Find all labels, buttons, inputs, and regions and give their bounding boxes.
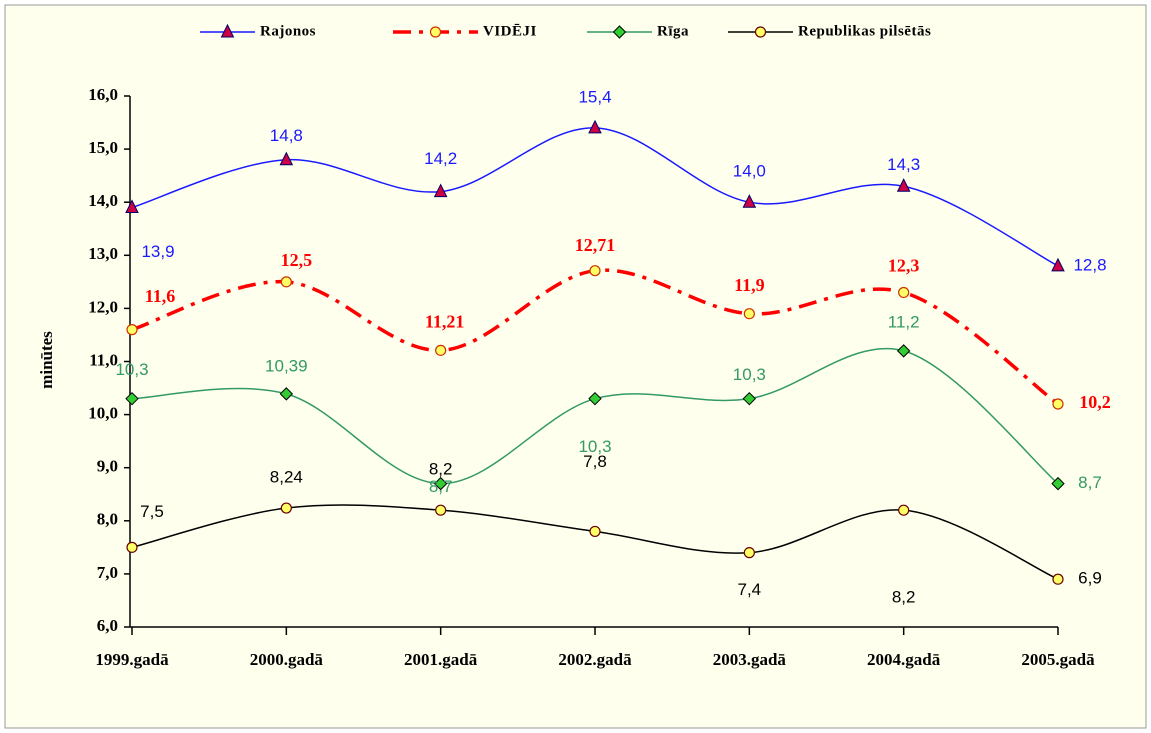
data-label: 8,7 xyxy=(1078,473,1102,492)
legend-label: Rajonos xyxy=(260,23,316,39)
data-point xyxy=(280,276,292,288)
data-label: 10,3 xyxy=(115,360,148,379)
x-tick-label: 2004.gadā xyxy=(867,650,941,669)
data-point xyxy=(743,308,755,320)
legend-marker xyxy=(612,25,627,39)
legend-marker xyxy=(429,26,442,38)
data-point xyxy=(742,391,757,406)
y-tick-label: 10,0 xyxy=(88,404,118,423)
y-tick-label: 7,0 xyxy=(97,563,118,582)
x-tick-label: 2002.gadā xyxy=(558,650,632,669)
data-point xyxy=(126,541,138,553)
legend-label: VIDĒJI xyxy=(483,23,537,39)
y-axis-label: minūtes xyxy=(37,331,56,389)
data-point xyxy=(898,286,910,299)
data-label: 8,24 xyxy=(270,468,303,487)
data-label: 11,9 xyxy=(734,275,765,295)
data-point xyxy=(1051,257,1065,272)
data-label: 10,3 xyxy=(578,437,611,456)
x-tick-label: 2003.gadā xyxy=(713,650,787,669)
data-label: 10,39 xyxy=(265,356,308,375)
data-point xyxy=(588,119,602,134)
data-point xyxy=(125,391,139,406)
data-label: 8,2 xyxy=(429,460,453,479)
data-point xyxy=(435,344,447,356)
y-tick-label: 11,0 xyxy=(89,350,118,369)
data-point xyxy=(898,504,910,516)
y-tick-label: 13,0 xyxy=(88,244,118,263)
data-point xyxy=(279,151,294,166)
data-point xyxy=(1051,476,1065,491)
data-point xyxy=(1052,398,1064,410)
data-label: 12,5 xyxy=(281,250,313,270)
data-label: 10,2 xyxy=(1079,392,1111,412)
data-label: 12,71 xyxy=(575,235,616,255)
data-point xyxy=(589,265,601,277)
data-point xyxy=(742,194,757,208)
legend-marker xyxy=(754,26,767,38)
data-point xyxy=(435,504,447,516)
data-point xyxy=(1052,573,1064,585)
x-tick-label: 2005.gadā xyxy=(1021,650,1095,669)
y-tick-label: 14,0 xyxy=(88,191,118,210)
data-label: 8,7 xyxy=(429,477,453,496)
x-tick-label: 2001.gadā xyxy=(404,650,478,669)
data-label: 14,2 xyxy=(424,149,457,168)
data-label: 7,8 xyxy=(583,452,607,471)
legend-label: Republikas pilsētās xyxy=(798,23,931,39)
y-tick-label: 16,0 xyxy=(88,85,118,104)
data-point xyxy=(896,178,911,192)
y-tick-label: 12,0 xyxy=(88,297,118,316)
data-label: 11,6 xyxy=(145,286,176,306)
data-label: 12,3 xyxy=(888,256,920,276)
data-point xyxy=(125,199,139,214)
data-point xyxy=(279,387,294,401)
y-tick-label: 9,0 xyxy=(97,457,118,476)
data-label: 7,5 xyxy=(140,502,164,521)
data-label: 12,8 xyxy=(1073,255,1106,274)
x-tick-label: 1999.gadā xyxy=(95,650,169,669)
data-label: 14,3 xyxy=(887,155,920,174)
chart-background xyxy=(4,4,1147,729)
legend-label: Rīga xyxy=(657,23,689,39)
y-tick-label: 6,0 xyxy=(97,616,118,635)
data-point xyxy=(589,525,601,538)
data-label: 15,4 xyxy=(578,87,611,106)
data-point xyxy=(588,391,602,406)
data-label: 6,9 xyxy=(1078,569,1102,588)
data-label: 14,8 xyxy=(270,126,303,145)
data-label: 8,2 xyxy=(892,588,916,607)
data-label: 11,2 xyxy=(888,312,920,331)
data-point xyxy=(433,476,448,491)
data-label: 13,9 xyxy=(141,242,174,261)
y-tick-label: 15,0 xyxy=(88,138,118,157)
data-point xyxy=(280,502,292,514)
y-tick-label: 8,0 xyxy=(97,510,118,529)
data-point xyxy=(743,547,755,559)
data-label: 10,3 xyxy=(733,365,766,384)
data-label: 11,21 xyxy=(425,311,465,331)
legend-marker xyxy=(220,23,235,38)
data-point xyxy=(126,324,138,336)
x-tick-label: 2000.gadā xyxy=(250,650,324,669)
data-point xyxy=(433,183,448,198)
data-point xyxy=(896,344,911,358)
data-label: 14,0 xyxy=(733,162,766,181)
data-label: 7,4 xyxy=(738,580,762,599)
